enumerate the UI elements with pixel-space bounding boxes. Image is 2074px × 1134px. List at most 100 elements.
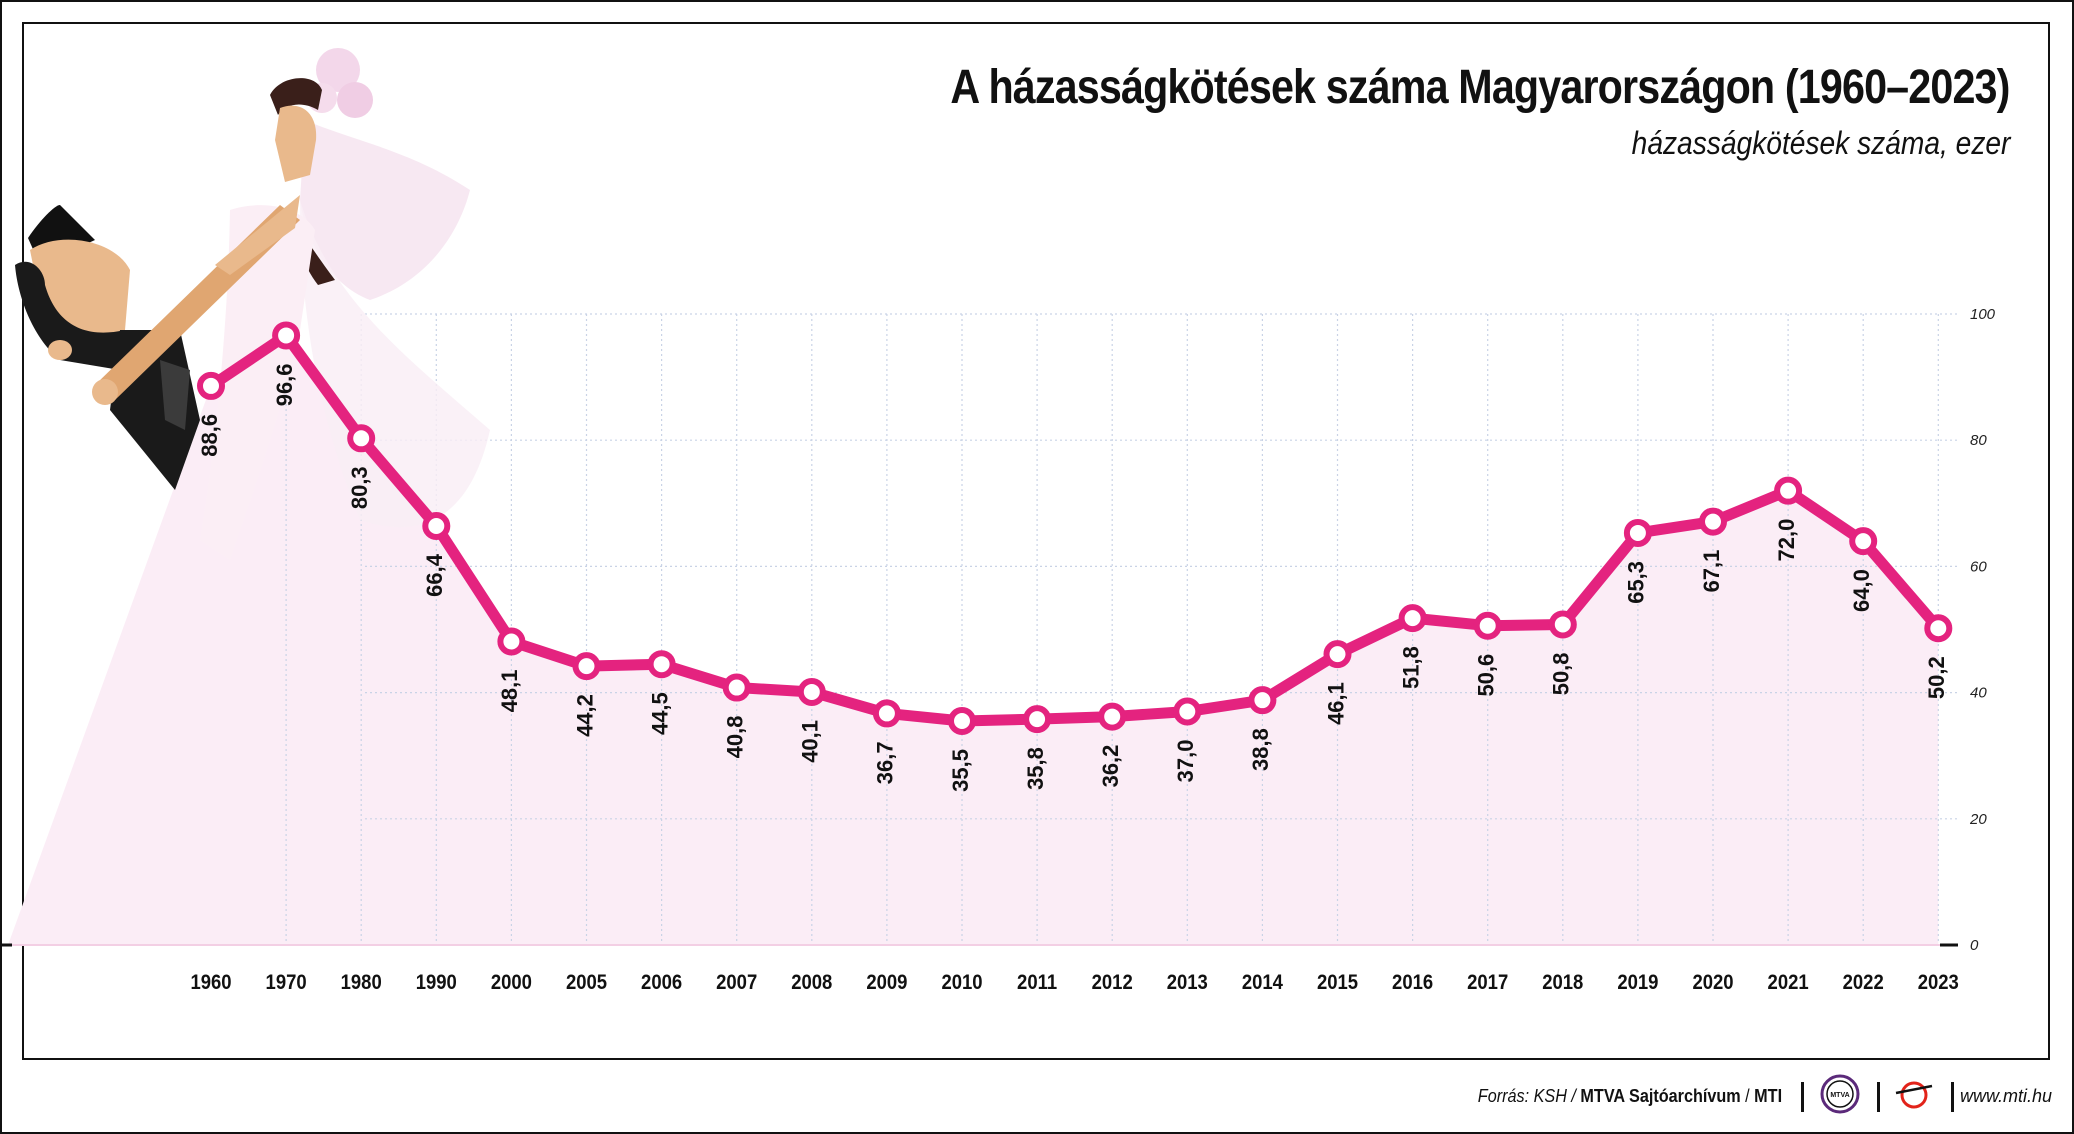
area-layer xyxy=(8,335,1939,946)
x-tick-label: 2000 xyxy=(491,971,532,994)
data-label: 35,8 xyxy=(1023,747,1048,790)
data-point xyxy=(1623,518,1652,547)
chart-panel xyxy=(22,22,2050,1060)
data-point xyxy=(1023,705,1052,734)
x-axis-labels: 1960 1970 1980 1990 2000 2005 2006 2007 2008 2009… xyxy=(190,971,1958,994)
mtva-logo-text: MTVA xyxy=(1830,1092,1849,1099)
grid-layer xyxy=(8,313,1958,946)
data-label: 37,0 xyxy=(1173,740,1198,783)
data-point xyxy=(647,650,676,679)
data-point xyxy=(1699,507,1727,536)
x-tick-label: 2010 xyxy=(941,971,982,994)
bride-and-groom-illustration xyxy=(15,48,490,561)
x-tick-label: 1970 xyxy=(266,971,307,994)
data-point xyxy=(1849,527,1878,556)
data-label: 50,6 xyxy=(1474,654,1499,697)
data-label: 35,5 xyxy=(948,749,973,792)
data-label: 50,2 xyxy=(1924,656,1949,699)
x-tick-label: 2014 xyxy=(1242,971,1283,994)
website-link[interactable]: www.mti.hu xyxy=(1959,1086,2052,1106)
data-point xyxy=(1098,702,1127,731)
data-point xyxy=(797,677,826,706)
data-point xyxy=(1473,611,1502,640)
x-tick-label: 1990 xyxy=(416,971,457,994)
data-label: 88,6 xyxy=(197,414,222,457)
data-label: 65,3 xyxy=(1624,561,1649,604)
data-point xyxy=(1248,686,1277,715)
data-label: 44,5 xyxy=(647,692,672,735)
series-points xyxy=(197,321,1953,735)
chart-title: A házasságkötések száma Magyarországon (… xyxy=(950,61,2011,114)
data-label: 50,8 xyxy=(1549,652,1574,695)
x-tick-label: 2019 xyxy=(1617,971,1658,994)
x-tick-label: 2007 xyxy=(716,971,757,994)
x-tick-label: 2011 xyxy=(1017,971,1057,994)
source-sep: / xyxy=(1740,1086,1755,1106)
x-tick-label: 2021 xyxy=(1768,971,1809,994)
x-tick-label: 2016 xyxy=(1392,971,1433,994)
data-label: 72,0 xyxy=(1774,519,1799,562)
data-label: 38,8 xyxy=(1248,728,1273,771)
y-tick-label: 0 xyxy=(1970,937,1979,954)
y-tick-label: 20 xyxy=(1969,811,1987,828)
data-label: 48,1 xyxy=(497,669,522,712)
x-tick-label: 2020 xyxy=(1692,971,1733,994)
data-labels: 88,6 96,6 80,3 66,4 48,1 44,2 44,5 40,8 40,1 36,7… xyxy=(197,363,1949,791)
x-tick-label: 2022 xyxy=(1843,971,1884,994)
data-point xyxy=(872,699,901,728)
data-point xyxy=(272,321,301,350)
data-point xyxy=(422,512,451,541)
y-tick-label: 60 xyxy=(1970,558,1987,575)
data-point xyxy=(1924,614,1953,643)
x-tick-label: 2008 xyxy=(791,971,832,994)
x-tick-label: 1980 xyxy=(341,971,382,994)
data-point xyxy=(497,627,526,656)
x-tick-label: 1960 xyxy=(190,971,231,994)
data-label: 40,8 xyxy=(723,716,748,759)
footer: Forrás: KSH / MTVA Sajtóarchívum / MTI M… xyxy=(0,1070,2074,1126)
x-tick-label: 2012 xyxy=(1092,971,1133,994)
mti-logo xyxy=(1895,1081,1933,1109)
data-label: 64,0 xyxy=(1849,569,1874,612)
data-label: 66,4 xyxy=(422,553,447,597)
source-agency: MTI xyxy=(1754,1086,1782,1106)
data-point xyxy=(572,652,601,681)
x-tick-label: 2015 xyxy=(1317,971,1358,994)
data-label: 40,1 xyxy=(798,720,823,763)
area-fill xyxy=(8,335,1939,946)
data-label: 80,3 xyxy=(347,466,372,509)
data-label: 46,1 xyxy=(1323,682,1348,725)
data-point xyxy=(1774,476,1803,505)
data-point xyxy=(1398,604,1427,633)
x-tick-label: 2009 xyxy=(866,971,907,994)
x-tick-label: 2017 xyxy=(1467,971,1508,994)
data-label: 51,8 xyxy=(1398,646,1423,689)
x-tick-label: 2023 xyxy=(1918,971,1959,994)
y-tick-label: 40 xyxy=(1970,685,1987,702)
x-tick-label: 2005 xyxy=(566,971,607,994)
x-tick-label: 2006 xyxy=(641,971,682,994)
y-tick-label: 80 xyxy=(1970,432,1987,449)
source-credit: Forrás: KSH / MTVA Sajtóarchívum / MTI xyxy=(1478,1086,1782,1107)
y-axis: 0 20 40 60 80 100 xyxy=(2,306,1996,954)
mtva-logo: MTVA xyxy=(1820,1074,1860,1114)
data-point xyxy=(347,424,376,453)
footer-separator xyxy=(1801,1082,1804,1112)
data-point xyxy=(722,673,751,702)
data-label: 44,2 xyxy=(572,694,597,737)
data-point xyxy=(197,371,225,400)
source-archive: MTVA Sajtóarchívum xyxy=(1580,1086,1741,1106)
chart-subtitle: házasságkötések száma, ezer xyxy=(1631,125,2010,161)
source-prefix: Forrás: KSH / xyxy=(1477,1086,1581,1106)
data-label: 36,7 xyxy=(873,741,898,784)
x-tick-label: 2018 xyxy=(1542,971,1583,994)
data-label: 36,2 xyxy=(1098,745,1123,788)
data-point xyxy=(948,706,976,735)
footer-separator xyxy=(1951,1082,1954,1112)
y-tick-label: 100 xyxy=(1970,306,1996,323)
data-label: 96,6 xyxy=(272,363,297,406)
data-point xyxy=(1173,697,1202,726)
footer-separator xyxy=(1877,1082,1880,1112)
data-label: 67,1 xyxy=(1699,550,1724,593)
